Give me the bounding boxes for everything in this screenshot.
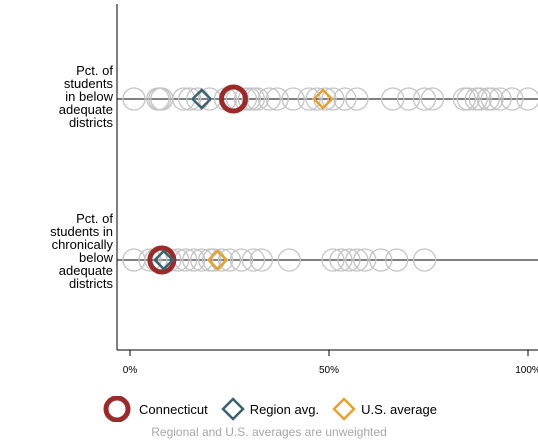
state-point: [333, 87, 357, 111]
state-point: [237, 87, 262, 111]
state-point: [166, 248, 190, 272]
x-tick-label: 100%: [515, 365, 538, 376]
state-point: [516, 87, 538, 111]
legend-label-us-average: U.S. average: [361, 401, 437, 417]
state-point: [277, 248, 301, 272]
state-point: [500, 87, 524, 111]
legend-label-region-avg: Region avg.: [249, 401, 320, 417]
state-point: [476, 87, 500, 111]
state-point: [420, 87, 445, 111]
state-point: [468, 87, 492, 111]
state-point: [329, 248, 353, 272]
state-point: [122, 87, 146, 111]
state-point: [353, 248, 377, 272]
state-point: [297, 87, 321, 111]
state-point: [138, 248, 162, 272]
region-avg-point: [190, 88, 213, 110]
state-point: [182, 248, 206, 272]
state-point: [197, 248, 222, 272]
state-point: [209, 248, 234, 272]
state-point: [189, 248, 214, 272]
state-point: [229, 248, 254, 272]
chart-note: Regional and U.S. averages are unweighte…: [151, 425, 387, 439]
state-point: [464, 87, 488, 111]
state-point: [241, 248, 266, 272]
state-point: [265, 87, 289, 111]
region-diamond-icon: [220, 397, 245, 421]
state-point: [178, 87, 202, 111]
row-label-below-adequate: Pct. of students in below adequate distr…: [58, 63, 113, 130]
us-diamond-icon: [332, 397, 356, 421]
row-label-chronically-below-adequate: Pct. of students in chronically below ad…: [50, 211, 113, 291]
state-point: [233, 87, 258, 111]
state-point: [172, 87, 196, 111]
us-average-point: [206, 249, 229, 271]
state-point: [456, 87, 480, 111]
legend-item-us-average: U.S. average: [331, 396, 437, 422]
x-tick-label: 50%: [319, 365, 339, 376]
state-point: [345, 248, 369, 272]
x-tick-label: 0%: [123, 365, 138, 376]
state-point: [369, 248, 393, 272]
state-point: [281, 87, 305, 111]
state-point: [201, 248, 226, 272]
state-point: [396, 87, 421, 111]
state-point: [257, 87, 281, 111]
state-point: [305, 87, 329, 111]
state-point: [488, 87, 512, 111]
legend: Connecticut Region avg. U.S. average: [0, 396, 538, 422]
state-point: [249, 248, 273, 272]
state-point: [337, 248, 361, 272]
state-point: [217, 248, 242, 272]
state-point: [321, 248, 345, 272]
state-point: [381, 87, 405, 111]
legend-label-connecticut: Connecticut: [139, 401, 208, 417]
us-average-point: [312, 88, 334, 110]
legend-item-connecticut: Connecticut: [101, 396, 208, 422]
state-point: [186, 87, 210, 111]
state-point: [452, 87, 476, 111]
state-point: [480, 87, 504, 111]
state-point: [241, 87, 266, 111]
state-point: [385, 248, 409, 272]
state-point: [412, 248, 437, 272]
state-point: [412, 87, 437, 111]
connecticut-circle-icon: [103, 396, 131, 422]
state-point: [345, 87, 369, 111]
state-point: [321, 87, 345, 111]
legend-item-region-avg: Region avg.: [220, 396, 319, 422]
connecticut-point: [218, 84, 248, 114]
region-avg-point: [153, 249, 175, 271]
